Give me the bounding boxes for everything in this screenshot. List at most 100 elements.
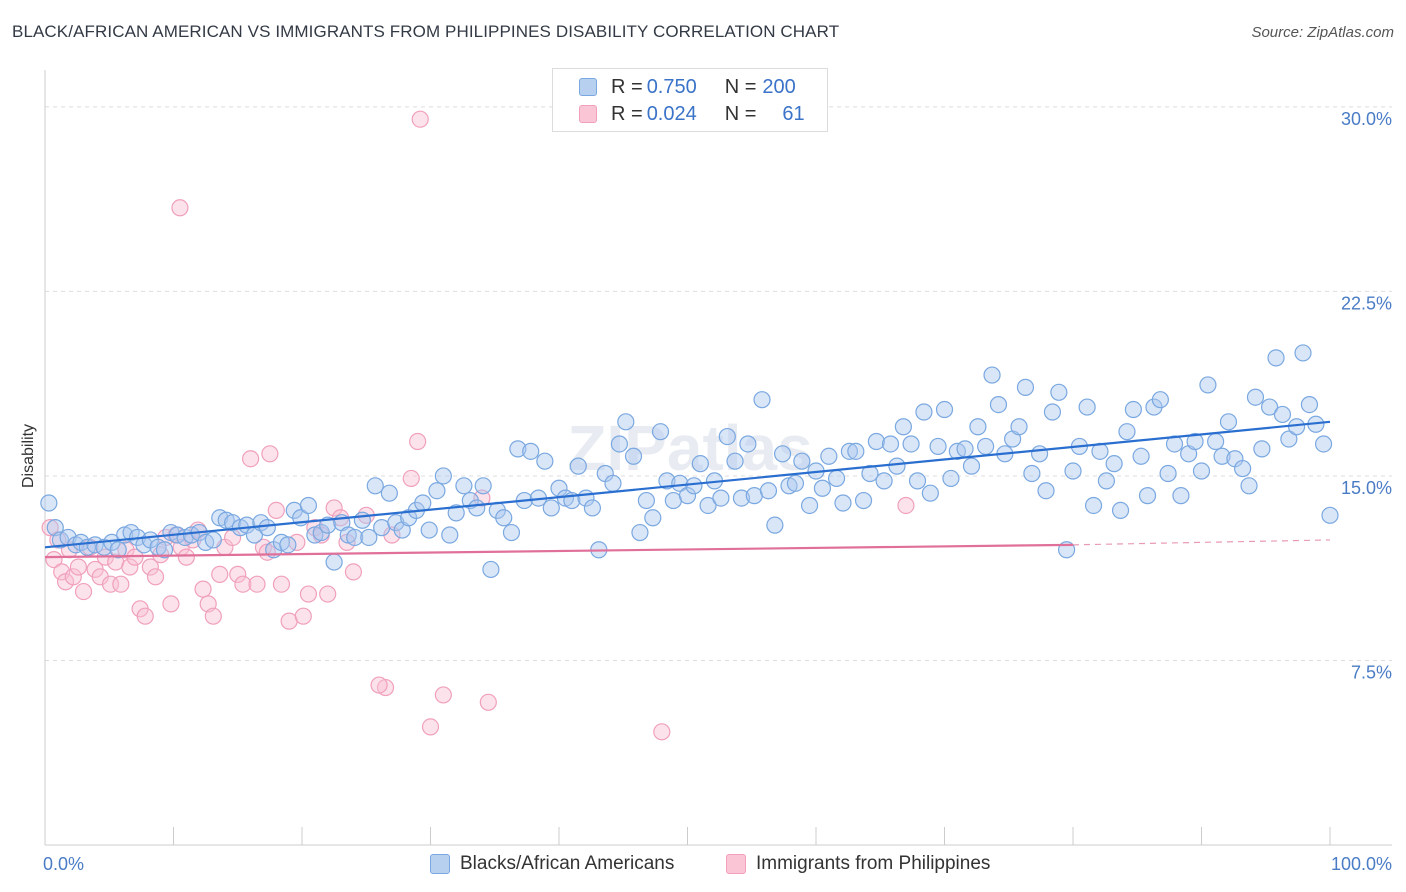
blacks-point — [583, 499, 602, 517]
blacks-point — [840, 442, 859, 460]
blacks-point — [1064, 462, 1082, 480]
philippines-point — [162, 595, 180, 613]
blacks-point — [1124, 400, 1142, 419]
philippines-point — [299, 585, 318, 603]
blacks-point — [854, 491, 873, 510]
blacks-point — [989, 396, 1008, 414]
legend-r-label: R = — [611, 102, 643, 125]
blacks-point — [1321, 506, 1339, 524]
philippines-point — [402, 469, 420, 488]
philippines-point — [319, 585, 337, 603]
blacks-point — [434, 467, 452, 485]
legend-r-value: 0.750 — [646, 75, 697, 98]
bottom-legend-label-philippines: Immigrants from Philippines — [756, 853, 991, 874]
blacks-point — [325, 553, 343, 571]
philippines-point — [242, 450, 260, 468]
blacks-point — [1314, 435, 1333, 453]
x-tick-label: 100.0% — [1331, 854, 1392, 874]
blacks-point — [1105, 455, 1123, 473]
blacks-point — [502, 523, 521, 542]
blacks-point — [820, 447, 838, 465]
philippines-point — [248, 575, 266, 593]
chart-title: BLACK/AFRICAN AMERICAN VS IMMIGRANTS FRO… — [12, 22, 840, 41]
blacks-point — [1078, 398, 1096, 416]
watermark: ZIPatlas — [567, 412, 812, 484]
blacks-point — [1261, 398, 1279, 416]
blacks-point — [155, 541, 174, 559]
blacks-point — [1030, 445, 1049, 463]
blacks-point — [766, 516, 784, 534]
blacks-point — [1132, 447, 1150, 465]
blacks-point — [1253, 440, 1271, 458]
philippines-point — [211, 565, 229, 583]
philippines-point — [434, 686, 452, 704]
trend-lines — [44, 420, 1331, 559]
philippines-point — [64, 568, 82, 586]
blacks-point — [509, 440, 527, 458]
philippines-trend-extension — [1072, 539, 1331, 546]
blacks-point — [474, 477, 492, 495]
blacks-point — [942, 469, 960, 488]
philippines-point — [897, 496, 915, 515]
series-philippines-points — [41, 110, 915, 741]
blacks-point — [631, 523, 649, 542]
blacks-point — [1294, 344, 1312, 362]
blacks-point — [983, 366, 1001, 384]
y-axis-label: Disability — [20, 424, 37, 488]
blacks-point — [800, 496, 819, 515]
legend-n-value: 61 — [782, 102, 805, 125]
philippines-point — [121, 558, 139, 576]
blacks-point — [468, 499, 486, 517]
blacks-point — [671, 474, 689, 492]
blacks-point — [1213, 447, 1231, 465]
blacks-point — [569, 457, 587, 475]
blacks-point — [299, 496, 318, 515]
blacks-point — [1267, 349, 1285, 367]
y-tick-label: 30.0% — [1341, 109, 1392, 129]
blacks-point — [617, 413, 635, 431]
bottom-legend-swatch-pink — [726, 854, 746, 874]
blacks-point — [447, 504, 465, 522]
philippines-point — [653, 723, 671, 741]
blacks-point — [861, 464, 879, 483]
philippines-point — [272, 575, 291, 593]
philippines-point — [171, 199, 189, 217]
blacks-point — [977, 437, 995, 456]
philippines-point — [234, 575, 252, 593]
blacks-point — [610, 435, 628, 453]
series-blacks-points — [40, 344, 1339, 579]
blacks-point — [542, 499, 560, 517]
blacks-point — [915, 403, 933, 421]
legend-row-blacks: R = 0.750 N = 200 — [579, 75, 796, 99]
blacks-point — [1016, 378, 1035, 396]
blacks-point — [644, 509, 662, 527]
blacks-point — [1234, 459, 1252, 478]
blacks-point — [1118, 423, 1136, 441]
blacks-point — [455, 477, 473, 495]
correlation-legend: R = 0.750 N = 200 R = 0.024 N = 61 — [552, 68, 828, 132]
legend-row-philippines: R = 0.024 N = 61 — [579, 102, 805, 126]
legend-n-value: 200 — [762, 75, 796, 98]
bottom-legend-blacks: Blacks/African Americans — [430, 852, 674, 876]
blacks-point — [759, 482, 778, 500]
blacks-point — [346, 528, 364, 547]
blacks-point — [40, 494, 58, 512]
blacks-point — [1219, 413, 1238, 431]
blacks-point — [678, 487, 697, 505]
blacks-point — [1300, 396, 1319, 414]
blacks-point — [1023, 464, 1041, 483]
blacks-point — [1037, 482, 1055, 500]
blacks-point — [258, 519, 276, 537]
philippines-point — [411, 110, 429, 128]
legend-r-label: R = — [611, 75, 643, 98]
y-tick-label: 15.0% — [1341, 478, 1392, 498]
blacks-point — [204, 531, 222, 549]
blacks-point — [279, 536, 297, 554]
x-tick-label: 0.0% — [43, 854, 84, 874]
blacks-point — [935, 400, 954, 419]
blacks-point — [921, 484, 939, 502]
blacks-point — [813, 479, 832, 497]
blacks-point — [1138, 487, 1157, 505]
blacks-point — [969, 418, 987, 436]
blacks-trend-line — [44, 420, 1331, 549]
